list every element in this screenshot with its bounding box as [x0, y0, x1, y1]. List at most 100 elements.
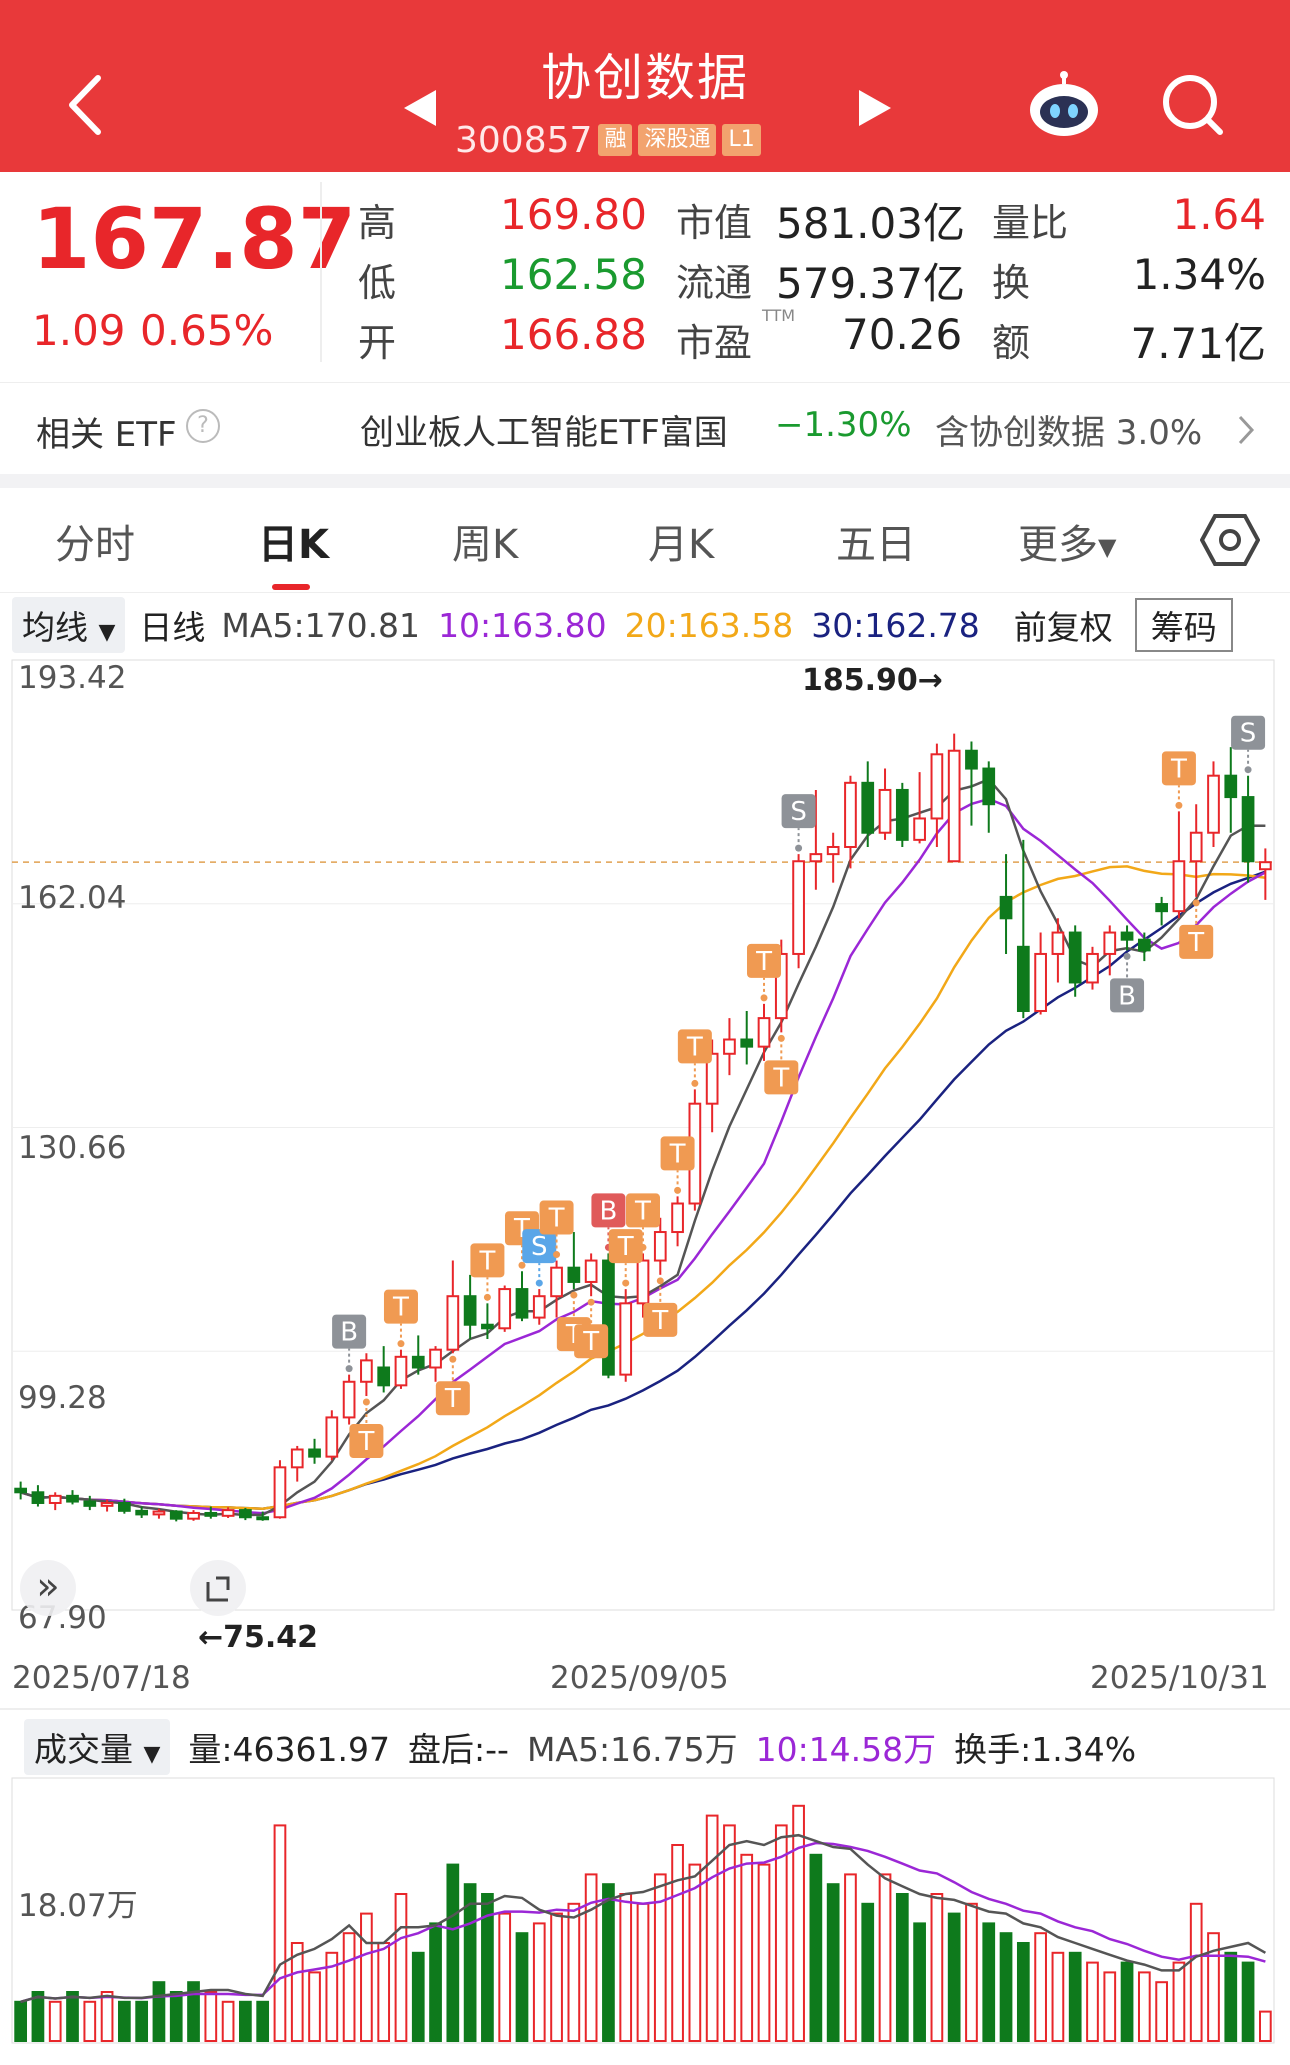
trade-marker-dot: [691, 1079, 699, 1087]
volume-ma10-line: [20, 1841, 1266, 2004]
candle-body: [204, 1511, 218, 1517]
chart-frame: [11, 659, 1275, 1611]
volume-bar: [273, 1824, 287, 2043]
volume-bar: [83, 2000, 97, 2043]
candle-body: [757, 1017, 771, 1048]
tab-five-day[interactable]: 五日: [836, 522, 916, 568]
etf-label: 相关 ETF: [36, 415, 177, 455]
trade-marker: [660, 1136, 695, 1171]
candle-body: [999, 895, 1013, 920]
candle-body: [740, 1038, 754, 1048]
trade-marker-dot: [535, 1279, 543, 1287]
volume-bar: [1051, 1951, 1065, 2042]
trade-marker-dot: [622, 1279, 630, 1287]
candle-body: [1034, 952, 1047, 1012]
volume-selector-label: 成交量: [34, 1730, 133, 1769]
trade-marker-dot: [795, 844, 803, 852]
trade-marker: [435, 1381, 470, 1416]
trade-marker-dot: [1244, 766, 1252, 774]
trade-marker-dot: [1175, 801, 1183, 809]
volume-bar: [446, 1863, 460, 2042]
volume-bar: [1241, 1961, 1255, 2043]
candle-body: [463, 1295, 477, 1326]
volume-bar: [844, 1873, 857, 2043]
tab-daily-k[interactable]: 日K: [258, 522, 329, 568]
period-low-marker: ←75.42: [198, 1620, 319, 1655]
candle-body: [792, 860, 805, 955]
price-axis-label: 130.66: [18, 1130, 127, 1166]
volume-bar: [636, 1902, 650, 2042]
adjust-mode[interactable]: 前复权: [1013, 608, 1113, 647]
volume-bar: [653, 1873, 667, 2043]
volume-bar: [135, 2000, 149, 2043]
volume-bar: [360, 1912, 373, 2043]
pe-ttm-sup: TTM: [762, 306, 796, 325]
pe-label: 市盈: [676, 321, 753, 365]
price-change: 1.09: [32, 306, 126, 355]
trade-marker-dot: [674, 1186, 682, 1194]
trade-marker: [764, 1060, 799, 1095]
ma5-line: [20, 777, 1266, 1517]
volume-bar: [515, 1932, 529, 2042]
tab-more[interactable]: 更多▼: [1018, 512, 1116, 570]
tab-monthly-k[interactable]: 月K: [648, 522, 715, 568]
trade-marker-label: B: [340, 1318, 358, 1348]
trade-marker-dot: [483, 1293, 491, 1301]
candle-body: [705, 1052, 719, 1105]
chevron-right-icon: [1238, 415, 1255, 445]
reset-zoom-icon[interactable]: [190, 1560, 246, 1616]
volume-bar: [809, 1853, 823, 2042]
candle-body: [602, 1259, 615, 1376]
candle-body: [1207, 774, 1220, 834]
trade-marker-label: T: [755, 947, 772, 977]
price-axis-label: 99.28: [18, 1380, 107, 1416]
trade-marker: [332, 1314, 367, 1349]
candle-body: [152, 1510, 166, 1516]
related-etf-row[interactable]: 相关 ETF ? 创业板人工智能ETF富国 −1.30% 含协创数据 3.0%: [0, 382, 1290, 475]
candle-body: [1189, 831, 1203, 863]
volume-bar: [1137, 1971, 1151, 2042]
volume-bar: [1155, 1981, 1168, 2042]
candle-body: [1241, 796, 1255, 863]
tab-weekly-k[interactable]: 周K: [452, 522, 519, 568]
volume-bar: [100, 1991, 114, 2042]
active-tab-indicator: [272, 584, 310, 590]
trade-marker-dot: [760, 994, 768, 1002]
tab-intraday[interactable]: 分时: [55, 522, 135, 568]
volume-bar: [965, 1902, 978, 2042]
candle-body: [723, 1038, 736, 1055]
next-stock-icon[interactable]: [855, 86, 895, 130]
robot-assistant-icon[interactable]: [1025, 70, 1103, 140]
settings-hex-icon[interactable]: [1200, 510, 1260, 570]
ma10-value: 10:163.80: [438, 605, 607, 645]
trade-marker-label: T: [357, 1427, 374, 1457]
candle-body: [947, 749, 961, 863]
trade-marker-label: T: [686, 1032, 703, 1062]
volume-bar: [1103, 1971, 1117, 2042]
chips-button[interactable]: 筹码: [1134, 598, 1233, 652]
volume-bar: [481, 1893, 494, 2042]
candle-body: [325, 1416, 339, 1458]
search-icon[interactable]: [1160, 72, 1226, 138]
volume-bar: [31, 1991, 45, 2042]
volume-value: 量:46361.97: [188, 1730, 390, 1769]
help-icon[interactable]: ?: [186, 409, 220, 443]
trade-marker: [1161, 751, 1196, 786]
trade-marker-label: T: [772, 1063, 789, 1093]
ma-selector[interactable]: 均线 ▼: [12, 597, 126, 653]
back-arrow-icon[interactable]: [60, 70, 110, 140]
volume-bar: [66, 1991, 79, 2042]
trade-marker-label: T: [651, 1306, 668, 1336]
volume-ma10: 10:14.58万: [755, 1730, 937, 1769]
price-axis-label: 162.04: [18, 880, 127, 916]
mcap-label: 市值: [676, 201, 753, 245]
trade-marker-dot: [1192, 899, 1200, 907]
turnover-label: 换: [992, 261, 1031, 305]
candle-body: [290, 1448, 304, 1469]
amount-value: 7.71亿: [1130, 319, 1266, 368]
prev-stock-icon[interactable]: [400, 86, 440, 130]
candle-body: [1155, 903, 1168, 913]
expand-arrows-icon[interactable]: »: [20, 1560, 76, 1616]
volume-indicator-selector[interactable]: 成交量 ▼: [24, 1719, 171, 1775]
